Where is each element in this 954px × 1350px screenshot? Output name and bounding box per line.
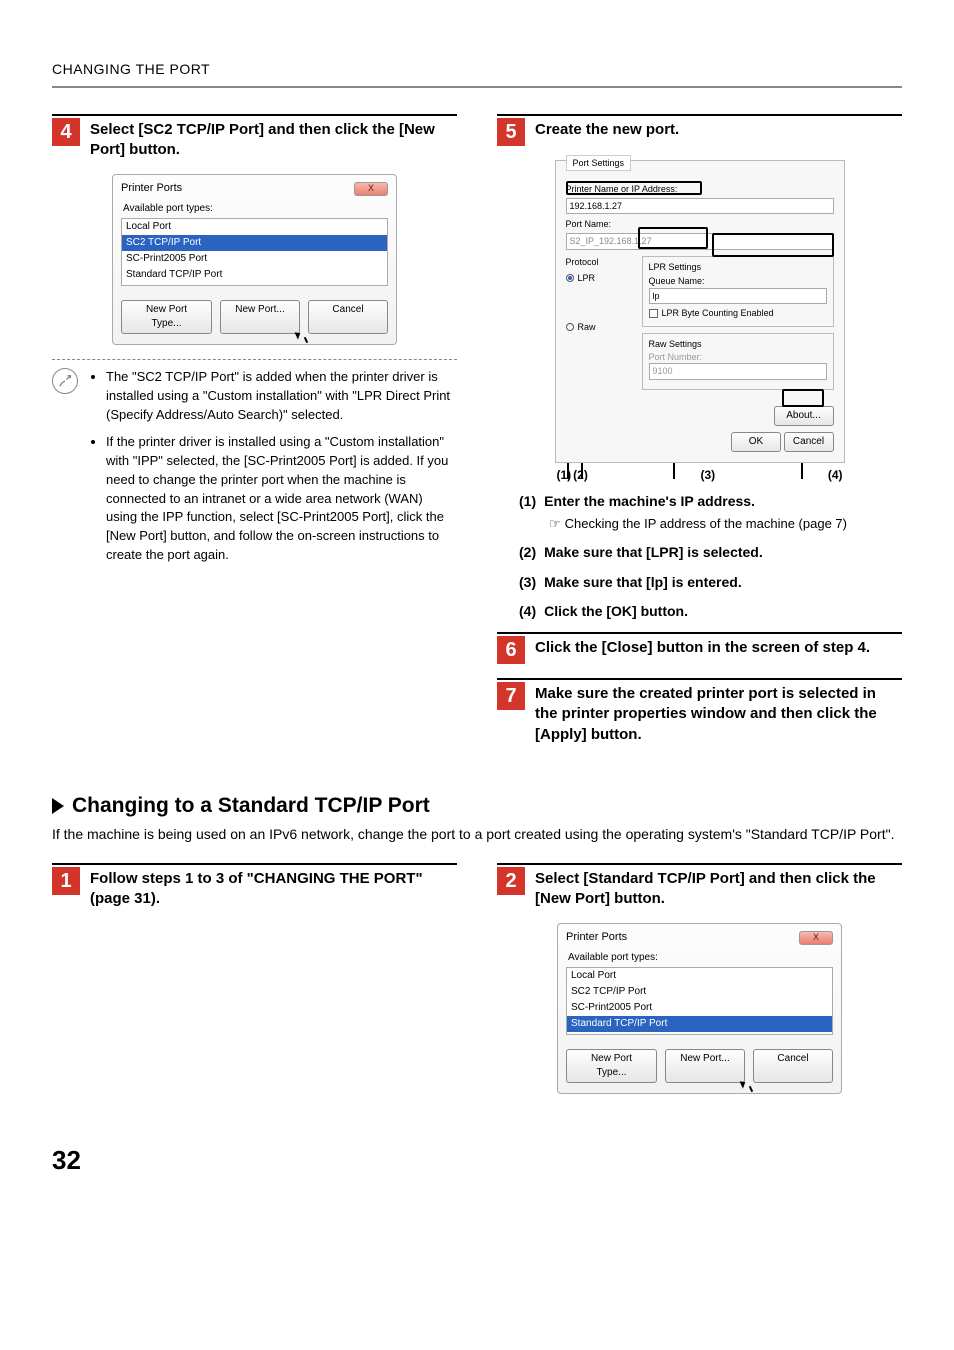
printer-ports-dialog: Printer Ports X Available port types: Lo…	[112, 174, 397, 345]
port-type-listbox[interactable]: Local Port SC2 TCP/IP Port SC-Print2005 …	[121, 218, 388, 286]
step-number: 5	[497, 118, 525, 146]
queue-label: Queue Name:	[649, 275, 827, 288]
step-title: Create the new port.	[535, 120, 679, 140]
group-title: Raw Settings	[649, 338, 827, 351]
step-title: Follow steps 1 to 3 of "CHANGING THE POR…	[90, 869, 457, 910]
close-button[interactable]: X	[799, 931, 833, 945]
ok-button[interactable]: OK	[731, 432, 781, 452]
section-heading: Changing to a Standard TCP/IP Port	[52, 791, 902, 820]
new-port-type-button[interactable]: New Port Type...	[121, 300, 212, 334]
note-icon	[52, 368, 78, 394]
step-number: 7	[497, 682, 525, 710]
substep-3: (3)Make sure that [lp] is entered.	[519, 573, 902, 593]
queue-input[interactable]: lp	[649, 288, 827, 305]
protocol-label: Protocol	[566, 256, 628, 269]
list-item[interactable]: Local Port	[122, 219, 387, 235]
address-input[interactable]: 192.168.1.27	[566, 198, 834, 215]
list-item[interactable]: SC2 TCP/IP Port	[122, 235, 387, 251]
note-bullet: If the printer driver is installed using…	[106, 433, 457, 565]
step-number: 6	[497, 636, 525, 664]
raw-settings-group: Raw Settings Port Number: 9100	[642, 333, 834, 390]
list-item[interactable]: Local Port	[567, 968, 832, 984]
substep-4: (4)Click the [OK] button.	[519, 602, 902, 622]
divider	[52, 359, 457, 360]
new-port-type-button[interactable]: New Port Type...	[566, 1049, 657, 1083]
triangle-icon	[52, 798, 64, 814]
list-item[interactable]: Standard TCP/IP Port	[122, 267, 387, 283]
lpr-settings-group: LPR Settings Queue Name: lp LPR Byte Cou…	[642, 256, 834, 327]
highlight-1	[566, 181, 702, 195]
about-button[interactable]: About...	[774, 406, 834, 426]
tab-port-settings[interactable]: Port Settings	[566, 155, 632, 172]
substep-1: (1)Enter the machine's IP address. ☞Chec…	[519, 492, 902, 534]
port-settings-dialog: Port Settings Printer Name or IP Address…	[555, 160, 845, 463]
highlight-4	[782, 389, 824, 407]
step-number: 4	[52, 118, 80, 146]
step-7: 7 Make sure the created printer port is …	[497, 678, 902, 745]
list-item[interactable]: Standard TCP/IP Port	[567, 1016, 832, 1032]
step-4: 4 Select [SC2 TCP/IP Port] and then clic…	[52, 114, 457, 161]
printer-ports-dialog-2: Printer Ports X Available port types: Lo…	[557, 923, 842, 1094]
step-title: Click the [Close] button in the screen o…	[535, 638, 870, 658]
step-6: 6 Click the [Close] button in the screen…	[497, 632, 902, 664]
byte-counting-checkbox[interactable]: LPR Byte Counting Enabled	[649, 307, 827, 320]
note-block: The "SC2 TCP/IP Port" is added when the …	[52, 368, 457, 572]
cancel-button[interactable]: Cancel	[308, 300, 388, 334]
step-5: 5 Create the new port.	[497, 114, 902, 146]
list-item[interactable]: SC-Print2005 Port	[122, 251, 387, 267]
cancel-button[interactable]: Cancel	[753, 1049, 833, 1083]
list-item[interactable]: SC2 TCP/IP Port	[567, 984, 832, 1000]
group-title: LPR Settings	[649, 261, 827, 274]
close-button[interactable]: X	[354, 182, 388, 196]
cancel-button[interactable]: Cancel	[784, 432, 834, 452]
dialog-title: Printer Ports	[566, 930, 627, 945]
step-number: 1	[52, 867, 80, 895]
step-title: Select [Standard TCP/IP Port] and then c…	[535, 869, 902, 910]
radio-raw[interactable]: Raw	[566, 321, 628, 334]
new-port-button[interactable]: New Port...	[220, 300, 300, 334]
highlight-2	[638, 227, 708, 249]
step-2b: 2 Select [Standard TCP/IP Port] and then…	[497, 863, 902, 910]
available-label: Available port types:	[568, 951, 833, 965]
step-number: 2	[497, 867, 525, 895]
step-title: Select [SC2 TCP/IP Port] and then click …	[90, 120, 457, 161]
dialog-title: Printer Ports	[121, 181, 182, 196]
step-1b: 1 Follow steps 1 to 3 of "CHANGING THE P…	[52, 863, 457, 910]
pointer-icon: ☞	[549, 515, 561, 533]
portnum-label: Port Number:	[649, 351, 827, 364]
radio-lpr[interactable]: LPR	[566, 272, 628, 285]
available-label: Available port types:	[123, 202, 388, 216]
new-port-button[interactable]: New Port...	[665, 1049, 745, 1083]
list-item[interactable]: SC-Print2005 Port	[567, 1000, 832, 1016]
note-bullet: The "SC2 TCP/IP Port" is added when the …	[106, 368, 457, 425]
highlight-3	[712, 233, 834, 257]
step-title: Make sure the created printer port is se…	[535, 684, 902, 745]
section-body: If the machine is being used on an IPv6 …	[52, 824, 902, 844]
portnum-input[interactable]: 9100	[649, 363, 827, 380]
page-header: CHANGING THE PORT	[52, 60, 902, 88]
port-type-listbox[interactable]: Local Port SC2 TCP/IP Port SC-Print2005 …	[566, 967, 833, 1035]
substep-2: (2)Make sure that [LPR] is selected.	[519, 543, 902, 563]
page-number: 32	[52, 1142, 902, 1178]
